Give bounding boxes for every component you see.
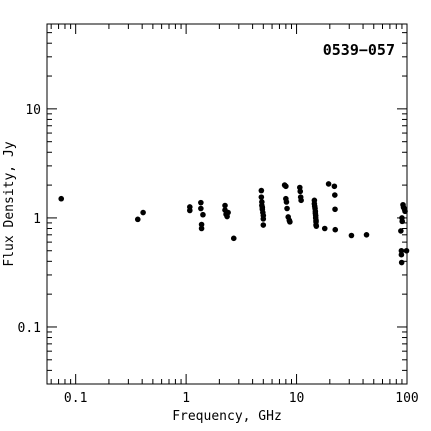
data-point bbox=[313, 223, 320, 229]
data-point bbox=[398, 251, 405, 258]
x-axis-label: Frequency, GHz bbox=[172, 409, 282, 424]
data-point bbox=[198, 225, 205, 232]
data-point bbox=[332, 206, 338, 213]
data-point bbox=[198, 199, 204, 206]
y-axis-label: Flux Density, Jy bbox=[2, 141, 17, 266]
data-point bbox=[260, 216, 267, 222]
data-point bbox=[325, 181, 332, 187]
data-points bbox=[58, 181, 410, 266]
data-point bbox=[283, 183, 289, 190]
data-point bbox=[348, 232, 355, 239]
plot-frame bbox=[46, 23, 408, 385]
data-point bbox=[287, 219, 293, 225]
data-point bbox=[402, 208, 408, 215]
data-point bbox=[297, 188, 304, 195]
tick-labels: 0.1 1 10 100 0.1 1 10 bbox=[18, 103, 419, 406]
data-point bbox=[258, 187, 265, 194]
x-tick-label: 0.1 bbox=[64, 391, 87, 406]
data-point bbox=[134, 216, 141, 223]
y-tick-label: 0.1 bbox=[18, 321, 41, 336]
y-tick-label: 10 bbox=[25, 103, 41, 118]
data-point bbox=[284, 205, 290, 212]
data-point bbox=[198, 205, 204, 212]
data-point bbox=[260, 222, 267, 228]
chart-title: 0539−057 bbox=[323, 41, 395, 59]
data-point bbox=[283, 199, 290, 205]
x-tick-label: 1 bbox=[182, 391, 190, 406]
data-point bbox=[222, 202, 228, 209]
data-point bbox=[258, 194, 265, 200]
data-point bbox=[187, 204, 193, 210]
data-point bbox=[140, 209, 146, 216]
data-point bbox=[225, 209, 231, 216]
data-point bbox=[332, 226, 339, 233]
data-point bbox=[298, 197, 304, 204]
data-point bbox=[58, 195, 65, 202]
data-point bbox=[198, 221, 205, 228]
x-tick-label: 100 bbox=[395, 391, 418, 406]
data-point bbox=[200, 211, 206, 218]
y-tick-label: 1 bbox=[33, 212, 41, 227]
data-point bbox=[332, 192, 338, 198]
x-tick-label: 10 bbox=[289, 391, 305, 406]
data-point bbox=[398, 228, 404, 234]
data-point bbox=[321, 225, 328, 232]
data-point bbox=[399, 218, 406, 225]
data-point bbox=[398, 259, 405, 266]
data-point bbox=[398, 247, 405, 254]
data-point bbox=[331, 183, 338, 190]
data-point bbox=[403, 247, 410, 254]
data-point bbox=[363, 232, 370, 238]
axis-ticks bbox=[47, 23, 408, 385]
data-point bbox=[230, 235, 237, 242]
